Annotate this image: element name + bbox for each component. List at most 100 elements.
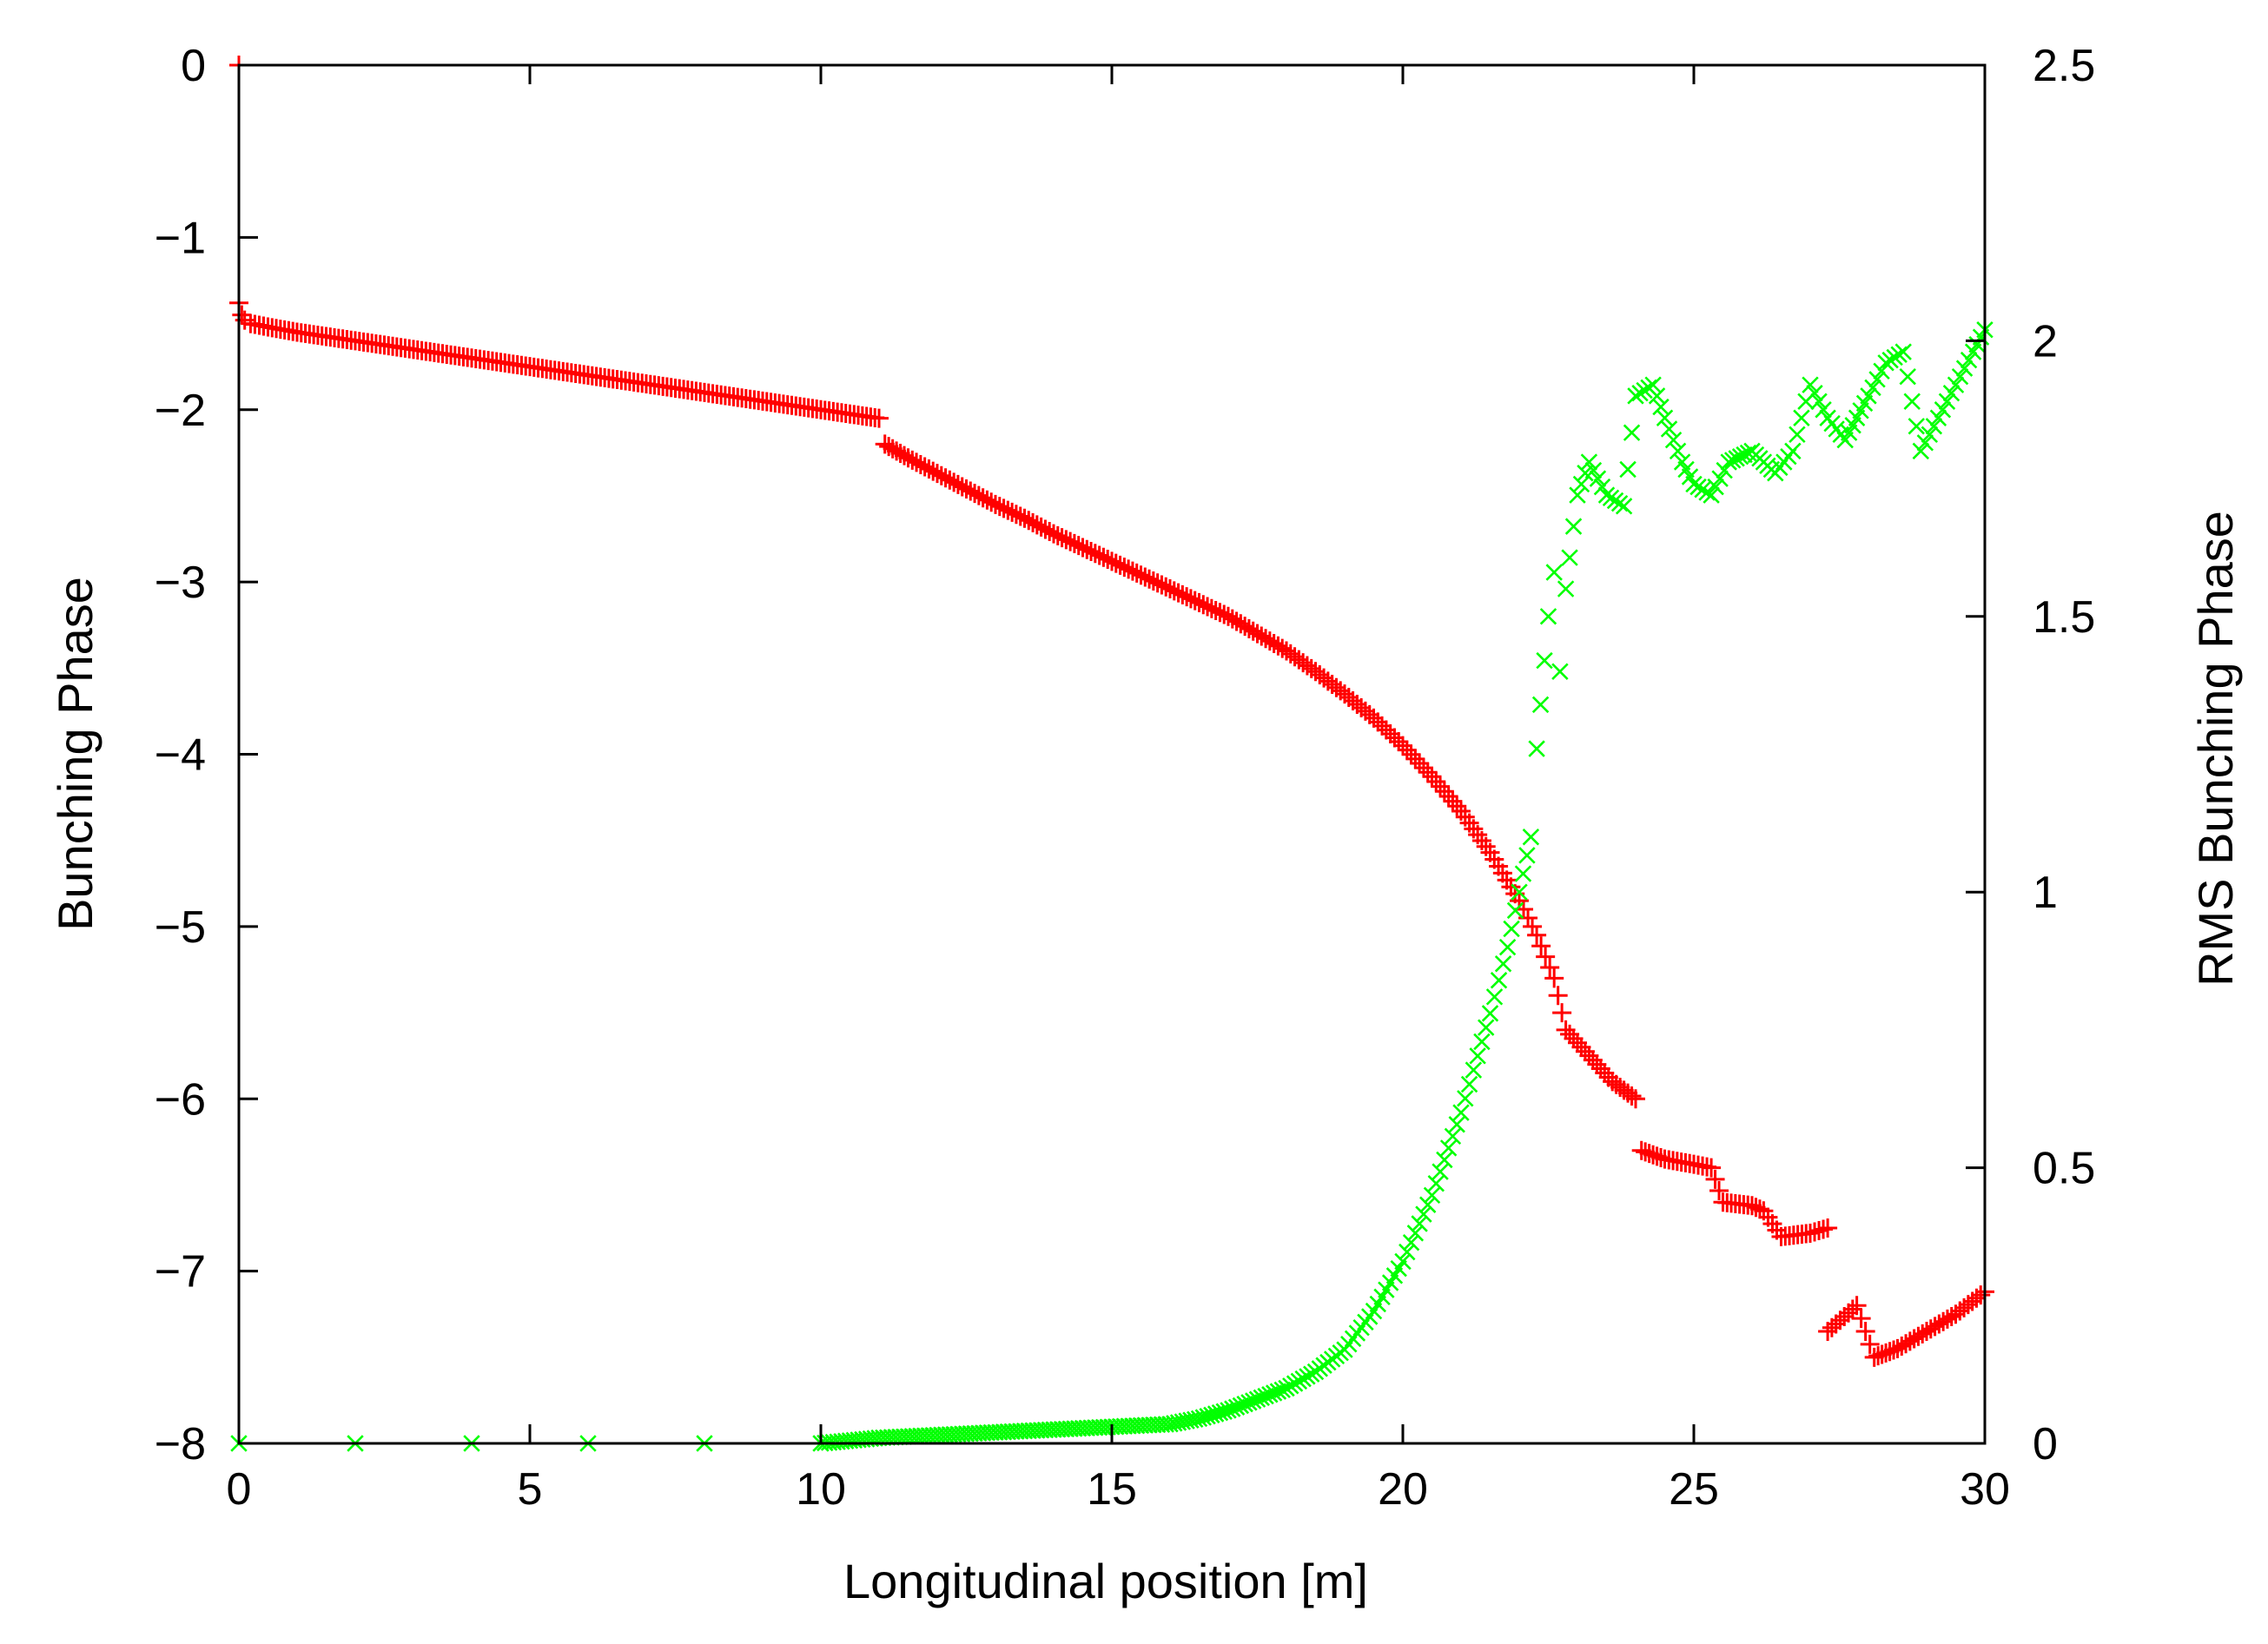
data-point-x — [1685, 475, 1703, 493]
data-point-plus — [1571, 1037, 1591, 1057]
data-point-plus — [1702, 1158, 1722, 1178]
data-point-x — [1498, 938, 1517, 956]
data-point-x — [1597, 486, 1616, 504]
data-point-plus — [1864, 1347, 1884, 1367]
data-point-plus — [1380, 723, 1400, 743]
data-point-x — [1415, 1205, 1432, 1223]
data-point-x — [1273, 1381, 1291, 1399]
x-tick-label: 30 — [1960, 1464, 2010, 1515]
data-point-x — [1569, 486, 1586, 504]
data-point-plus — [1860, 1334, 1880, 1354]
data-point-plus — [994, 498, 1014, 518]
x-tick-label: 10 — [796, 1464, 846, 1515]
data-point-plus — [1904, 1329, 1924, 1349]
data-point-plus — [1189, 592, 1209, 612]
data-point-x — [1506, 901, 1524, 920]
data-point-plus — [870, 408, 889, 428]
data-point-plus — [1206, 600, 1226, 620]
data-point-plus — [1194, 595, 1213, 615]
data-point-plus — [1544, 968, 1564, 988]
data-point-plus — [1971, 1285, 1991, 1305]
data-point-x — [1886, 348, 1903, 366]
data-point-plus — [956, 479, 976, 499]
data-point-plus — [1921, 1319, 1941, 1339]
data-point-x — [1890, 346, 1908, 363]
data-point-x — [1551, 663, 1569, 680]
data-point-x — [1903, 393, 1921, 410]
data-point-x — [1912, 442, 1930, 460]
data-point-x — [1868, 371, 1886, 388]
data-point-plus — [1851, 1309, 1871, 1329]
x-tick-label: 15 — [1087, 1464, 1137, 1515]
data-point-plus — [1443, 791, 1463, 811]
data-point-plus — [1651, 1148, 1671, 1168]
data-point-x — [1698, 484, 1716, 501]
x-tick-label: 20 — [1378, 1464, 1428, 1515]
data-point-plus — [1094, 547, 1114, 567]
data-point-plus — [1564, 1028, 1584, 1048]
data-point-plus — [1168, 583, 1188, 603]
data-point-x — [1572, 475, 1590, 493]
data-point-plus — [887, 441, 907, 461]
data-point-plus — [1540, 957, 1560, 977]
data-point-x — [1703, 486, 1720, 504]
data-point-x — [1402, 1234, 1420, 1251]
data-point-plus — [1900, 1331, 1920, 1351]
data-point-plus — [1410, 753, 1430, 773]
data-point-plus — [1201, 598, 1221, 618]
data-point-x — [1938, 393, 1956, 410]
data-point-plus — [1631, 1140, 1651, 1160]
data-point-x — [1452, 1104, 1470, 1121]
data-point-plus — [895, 446, 915, 465]
y2-tick-label: 1 — [2033, 868, 2058, 918]
data-point-plus — [1639, 1144, 1659, 1164]
y-tick-label: −4 — [155, 730, 206, 781]
data-point-plus — [1560, 1024, 1580, 1044]
data-point-x — [1881, 351, 1899, 369]
data-point-x — [1908, 418, 1925, 435]
data-point-plus — [1426, 771, 1446, 791]
data-point-x — [1460, 1075, 1478, 1093]
data-point-plus — [969, 485, 989, 505]
x-tick-label: 0 — [227, 1464, 252, 1515]
data-point-plus — [1119, 559, 1139, 579]
data-point-x — [1584, 461, 1603, 479]
data-point-plus — [1006, 505, 1026, 525]
data-point-plus — [1548, 986, 1568, 1006]
data-point-x — [1411, 1215, 1428, 1232]
data-point-x — [1947, 376, 1965, 393]
data-point-plus — [1705, 1169, 1725, 1189]
data-point-plus — [1888, 1338, 1908, 1358]
data-point-plus — [910, 454, 930, 474]
data-point-plus — [973, 488, 993, 508]
data-point-plus — [1413, 758, 1433, 778]
data-point-x — [1694, 481, 1711, 498]
data-point-plus — [1868, 1346, 1888, 1366]
data-point-plus — [1256, 629, 1276, 649]
data-point-plus — [1709, 1181, 1729, 1201]
data-point-plus — [1531, 936, 1551, 956]
data-layer — [229, 56, 1994, 1452]
data-point-plus — [1056, 530, 1076, 550]
data-point-plus — [1643, 1145, 1663, 1165]
y-tick-label: −3 — [155, 558, 206, 608]
data-point-x — [1564, 518, 1583, 535]
data-point-plus — [1749, 1199, 1769, 1219]
data-point-x — [1418, 1196, 1437, 1213]
data-point-x — [1294, 1370, 1312, 1388]
data-point-plus — [1122, 561, 1142, 581]
data-point-x — [1711, 470, 1729, 487]
data-point-plus — [1590, 1059, 1610, 1079]
plot-frame — [237, 63, 1987, 1445]
data-point-plus — [977, 490, 997, 510]
data-point-x — [1806, 384, 1823, 402]
data-point-x — [1689, 478, 1707, 496]
data-point-plus — [1089, 545, 1109, 565]
y2-tick-label: 0 — [2033, 1419, 2058, 1469]
data-point-x — [1290, 1372, 1308, 1390]
data-point-x — [1860, 387, 1877, 405]
data-point-x — [1802, 376, 1819, 393]
y2-axis-title: RMS Bunching Phase — [2188, 511, 2243, 987]
data-point-x — [1623, 424, 1641, 441]
